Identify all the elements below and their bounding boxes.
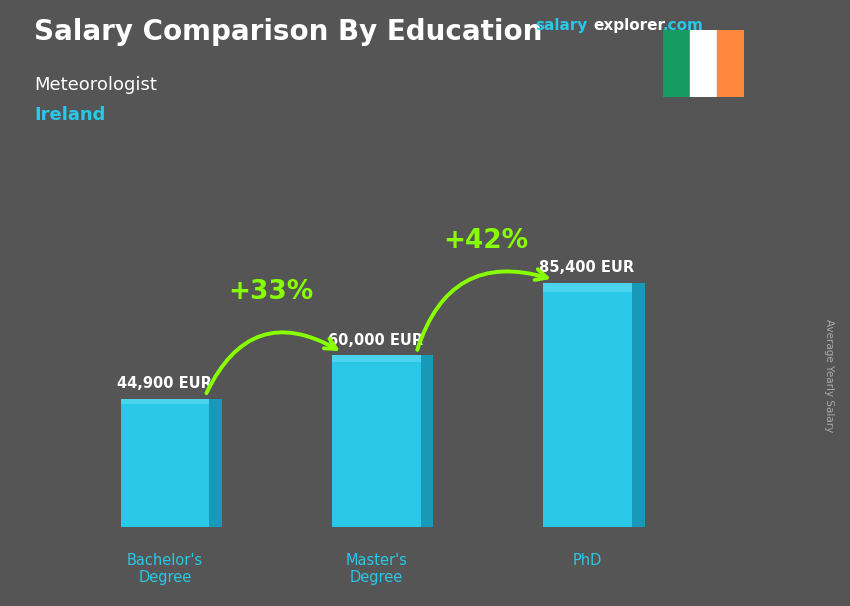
- Text: explorer: explorer: [593, 18, 666, 33]
- Text: Meteorologist: Meteorologist: [34, 76, 157, 94]
- Polygon shape: [209, 399, 222, 527]
- Text: .com: .com: [663, 18, 704, 33]
- Text: Salary Comparison By Education: Salary Comparison By Education: [34, 18, 542, 46]
- Text: 60,000 EUR: 60,000 EUR: [328, 333, 422, 348]
- Bar: [543, 282, 632, 292]
- Bar: [717, 30, 744, 97]
- Text: Bachelor's
Degree: Bachelor's Degree: [127, 553, 203, 585]
- Text: 85,400 EUR: 85,400 EUR: [539, 261, 634, 275]
- Bar: [121, 399, 209, 404]
- Text: +42%: +42%: [444, 228, 529, 254]
- Text: 44,900 EUR: 44,900 EUR: [116, 376, 212, 391]
- Bar: [690, 30, 717, 97]
- Text: salary: salary: [536, 18, 588, 33]
- Polygon shape: [632, 282, 644, 527]
- Bar: [332, 355, 421, 362]
- Text: Average Yearly Salary: Average Yearly Salary: [824, 319, 834, 432]
- Text: Master's
Degree: Master's Degree: [345, 553, 407, 585]
- Bar: [121, 399, 209, 527]
- Polygon shape: [421, 355, 434, 527]
- Bar: [332, 355, 421, 527]
- Text: PhD: PhD: [573, 553, 602, 568]
- Bar: [543, 282, 632, 527]
- Text: Ireland: Ireland: [34, 106, 105, 124]
- Text: +33%: +33%: [228, 279, 314, 305]
- Bar: [663, 30, 690, 97]
